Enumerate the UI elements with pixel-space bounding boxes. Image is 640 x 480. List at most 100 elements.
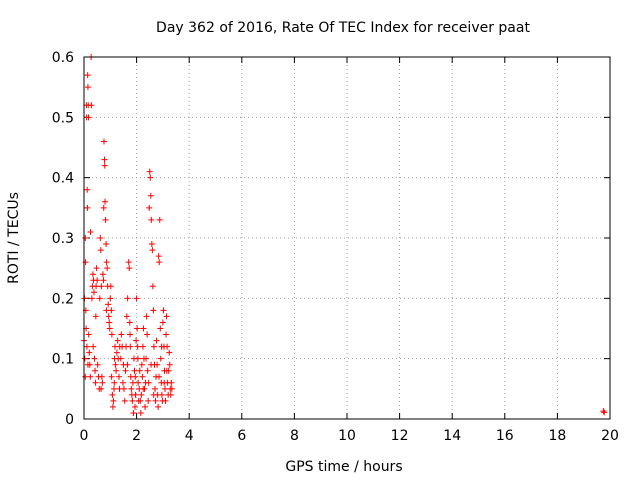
data-point [127,331,134,338]
data-point [82,259,89,266]
data-point [146,168,153,175]
data-point [148,216,155,223]
data-point [163,313,170,320]
data-point [101,162,108,169]
data-point [146,204,153,211]
data-point [145,379,152,386]
data-point [103,259,110,266]
x-tick-label: 10 [338,428,356,444]
y-tick-label: 0.5 [52,110,74,126]
data-point [162,397,169,404]
data-point [81,295,88,302]
y-tick-label: 0 [65,412,74,428]
data-point [101,156,108,163]
data-point [123,313,130,320]
data-point [124,361,131,368]
data-point [150,343,157,350]
data-point [134,355,141,362]
data-point [162,385,169,392]
data-point [168,385,175,392]
data-point [600,408,607,415]
data-point [138,361,145,368]
data-point [166,361,173,368]
data-point [126,265,133,272]
x-tick-label: 20 [601,428,619,444]
data-point [156,216,163,223]
data-point [132,373,139,380]
data-point [115,373,122,380]
x-tick-label: 0 [80,428,89,444]
data-point [155,403,162,410]
data-point [125,259,132,266]
data-point [149,247,156,254]
data-point [86,349,93,356]
data-point [152,397,159,404]
data-point [131,367,138,374]
data-point [156,259,163,266]
data-point [99,271,106,278]
data-point [93,265,100,272]
x-tick-label: 12 [391,428,409,444]
plot-frame [83,56,611,420]
data-point [100,138,107,145]
data-point [135,379,142,386]
data-point [98,373,105,380]
data-point [137,409,144,416]
data-point [108,373,115,380]
x-tick-label: 2 [132,428,141,444]
data-point [90,343,97,350]
data-point [94,277,101,284]
data-point [601,409,608,416]
y-tick-labels: 0 0.1 0.2 0.3 0.4 0.5 0.6 [52,50,74,428]
data-point [92,313,99,320]
data-point [147,174,154,181]
data-point [134,343,141,350]
data-point [96,295,103,302]
x-tick-label: 14 [443,428,461,444]
data-point [81,355,88,362]
data-point [157,355,164,362]
data-point [85,331,92,338]
data-point [124,295,131,302]
y-tick-label: 0.3 [52,231,74,247]
data-point [97,235,104,241]
data-point [109,403,116,410]
x-tick-label: 4 [185,428,194,444]
data-point [148,361,155,368]
data-point [139,373,146,380]
y-axis-label: ROTI / TECUs [6,192,22,284]
data-point [168,379,175,386]
x-tick-label: 6 [237,428,246,444]
data-point [121,397,128,404]
data-point [133,337,140,344]
data-point [108,331,115,338]
data-point [84,84,91,91]
data-point [158,343,165,350]
data-point [157,325,164,332]
data-point [140,325,147,332]
data-point [94,361,101,368]
data-point [129,379,136,386]
data-point [88,102,95,109]
data-point [92,379,99,386]
data-point [109,391,116,398]
data-point [163,367,170,374]
data-point [122,367,129,374]
data-point [164,343,171,350]
data-point [167,391,174,398]
data-point [140,385,147,392]
data-point [97,247,104,254]
data-point [91,355,98,362]
data-point [102,198,109,205]
data-point [132,403,139,410]
data-point [154,361,161,368]
data-point [113,367,120,374]
data-point [128,385,135,392]
data-point [99,379,106,386]
y-tick-label: 0.1 [52,352,74,368]
chart-title: Day 362 of 2016, Rate Of TEC Index for r… [156,20,530,36]
data-point [110,385,117,392]
data-point [88,295,95,302]
data-point [143,355,150,362]
data-point [84,204,91,211]
